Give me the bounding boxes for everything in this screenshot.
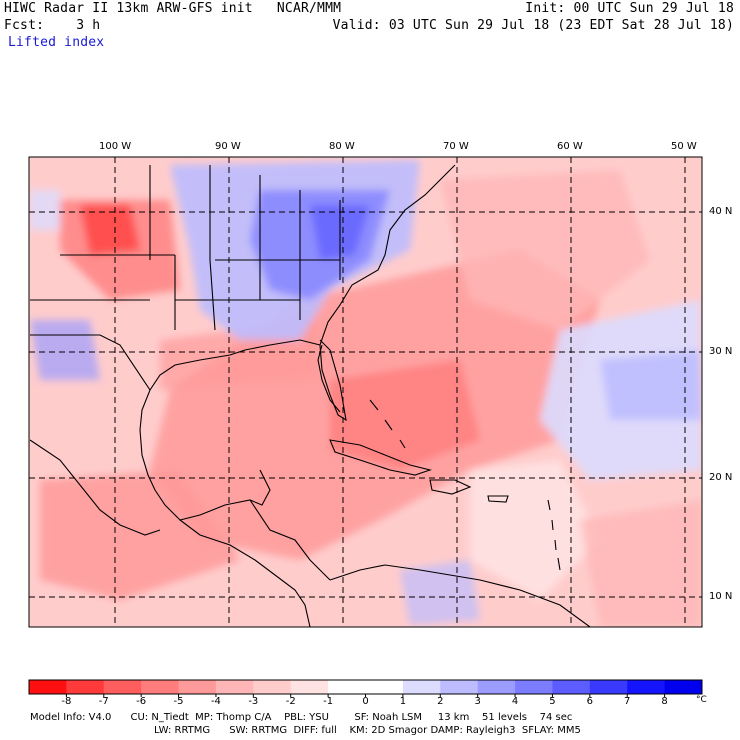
lon-label-90w: 90 W [215, 141, 241, 152]
colorbar-tick-label: 7 [624, 696, 631, 707]
lon-label-100w: 100 W [99, 141, 132, 152]
colorbar-swatch [215, 680, 254, 694]
coastlines [29, 164, 591, 627]
colorbar-swatch [552, 680, 591, 694]
colorbar-swatch [440, 680, 479, 694]
colorbar-tick-label: -5 [173, 696, 184, 707]
colorbar-swatch [29, 680, 67, 694]
colorbar-swatch [103, 680, 142, 694]
colorbar-tick-label: 8 [661, 696, 668, 707]
forecast-hour: Fcst: 3 h [4, 18, 101, 33]
colorbar-tick-label: 0 [362, 696, 369, 707]
lat-lon-grid [29, 157, 702, 627]
header-title: HIWC Radar II 13km ARW-GFS init NCAR/MMM [4, 1, 342, 16]
field-shading [30, 160, 702, 627]
colorbar-swatch [365, 680, 404, 694]
colorbar-tick-label: 2 [437, 696, 444, 707]
colorbar-tick-label: 5 [549, 696, 556, 707]
colorbar-swatch [253, 680, 292, 694]
lat-label-20n: 20 N [709, 472, 733, 483]
colorbar-swatch [664, 680, 703, 694]
colorbar-swatch [290, 680, 329, 694]
colorbar-swatch [328, 680, 366, 694]
lat-label-40n: 40 N [709, 206, 733, 217]
field-name: Lifted index [8, 35, 105, 50]
colorbar-tick-label: 3 [474, 696, 481, 707]
colorbar-swatches [29, 680, 703, 697]
init-time: Init: 00 UTC Sun 29 Jul 18 [525, 1, 734, 16]
colorbar-frame [28, 679, 703, 695]
colorbar-tick-label: -1 [323, 696, 334, 707]
lon-label-60w: 60 W [557, 141, 583, 152]
colorbar-swatch [627, 680, 666, 694]
colorbar-tick-label: -2 [285, 696, 296, 707]
colorbar-unit: °C [696, 695, 707, 705]
model-info-line1: Model Info: V4.0 CU: N_Tiedt MP: Thomp C… [30, 712, 573, 723]
colorbar-swatch [515, 680, 553, 694]
lon-label-70w: 70 W [443, 141, 469, 152]
map-frame [28, 156, 703, 628]
lon-label-50w: 50 W [671, 141, 697, 152]
colorbar-swatch [477, 680, 516, 694]
lat-label-30n: 30 N [709, 346, 733, 357]
colorbar-swatch [402, 680, 441, 694]
colorbar-tick-label: -8 [61, 696, 72, 707]
colorbar-tick-label: 6 [586, 696, 594, 707]
lat-label-10n: 10 N [709, 591, 733, 602]
colorbar-swatch [589, 680, 628, 694]
model-info-line2: LW: RRTMG SW: RRTMG DIFF: full KM: 2D Sm… [154, 725, 581, 736]
colorbar-tick-label: -7 [98, 696, 109, 707]
colorbar-swatch [141, 680, 180, 694]
colorbar-tick-label: 4 [511, 696, 519, 707]
colorbar-tick-label: -4 [210, 696, 221, 707]
colorbar-tick-label: -6 [136, 696, 147, 707]
colorbar-swatch [66, 680, 105, 694]
colorbar-swatch [178, 680, 217, 694]
colorbar-tick-label: 1 [399, 696, 407, 707]
valid-time: Valid: 03 UTC Sun 29 Jul 18 (23 EDT Sat … [332, 18, 734, 33]
lon-label-80w: 80 W [329, 141, 355, 152]
colorbar-tick-label: -3 [248, 696, 259, 707]
